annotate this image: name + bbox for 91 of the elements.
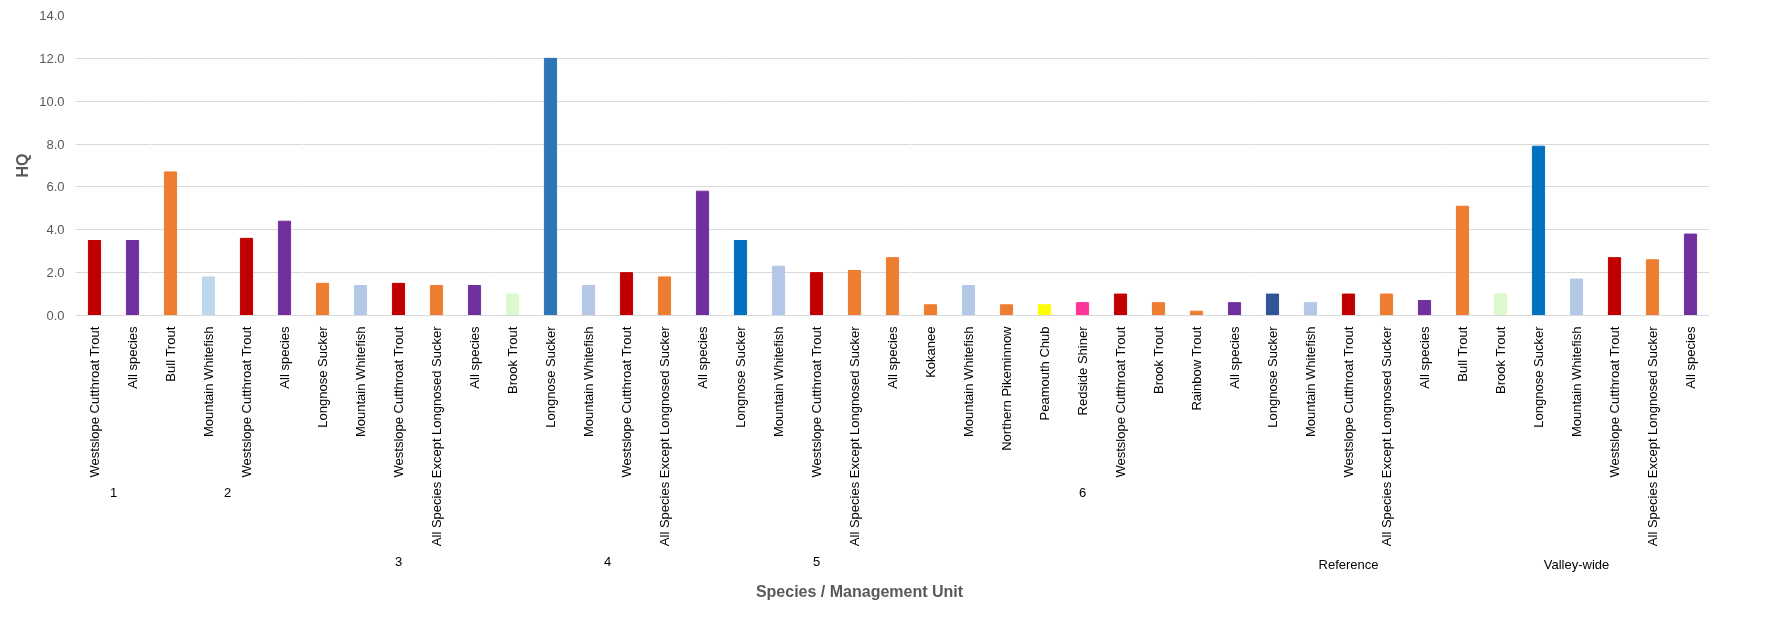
bar bbox=[847, 270, 862, 316]
bar bbox=[619, 272, 634, 316]
bar bbox=[657, 276, 672, 316]
bar bbox=[201, 276, 216, 316]
x-tick-label: Mountain Whitefish bbox=[581, 326, 596, 438]
x-tick-label: All Species Except Longnosed Sucker bbox=[1645, 325, 1660, 547]
bar bbox=[809, 272, 824, 316]
x-tick-label: Brook Trout bbox=[505, 326, 520, 394]
bar bbox=[1607, 257, 1622, 316]
text: 2 bbox=[223, 484, 232, 500]
bar bbox=[1455, 205, 1470, 316]
x-tick-label: Longnose Sucker bbox=[733, 325, 748, 428]
bar bbox=[1227, 302, 1242, 316]
text: 3 bbox=[394, 553, 403, 569]
text: Valley-wide bbox=[1543, 556, 1610, 572]
x-tick-label: Mountain Whitefish bbox=[771, 326, 786, 438]
x-tick-label: Mountain Whitefish bbox=[353, 326, 368, 438]
text: Species / Management Unit bbox=[755, 582, 964, 602]
x-tick-label: All species bbox=[1227, 326, 1242, 389]
bar bbox=[1569, 278, 1584, 316]
x-tick-label: All Species Except Longnosed Sucker bbox=[847, 325, 862, 547]
x-tick-label: All species bbox=[277, 326, 292, 389]
x-tick-label: Northern Pikeminnow bbox=[999, 325, 1014, 451]
x-tick-label: All Species Except Longnosed Sucker bbox=[429, 325, 444, 547]
bar bbox=[543, 57, 558, 316]
bar bbox=[581, 285, 596, 316]
x-tick-label: Westslope Cutthroat Trout bbox=[87, 326, 102, 478]
y-tick-label: 8.0 bbox=[46, 136, 65, 152]
bar bbox=[1075, 302, 1090, 316]
x-tick-label: Mountain Whitefish bbox=[961, 326, 976, 438]
y-tick-label: 0.0 bbox=[46, 308, 65, 323]
y-tick-label: 12.0 bbox=[39, 50, 65, 66]
x-tick-label: Longnose Sucker bbox=[1265, 325, 1280, 428]
bar bbox=[1645, 259, 1660, 316]
x-tick-label: All species bbox=[885, 326, 900, 389]
bar bbox=[239, 237, 254, 316]
x-tick-label: Kokanee bbox=[923, 326, 938, 378]
x-tick-label: All species bbox=[467, 326, 482, 389]
x-tick-label: Westslope Cutthroat Trout bbox=[1341, 326, 1356, 478]
x-tick-label: Westslope Cutthroat Trout bbox=[1607, 326, 1622, 478]
x-tick-label: Longnose Sucker bbox=[543, 325, 558, 428]
x-tick-label: Westslope Cutthroat Trout bbox=[391, 326, 406, 478]
bar bbox=[999, 304, 1014, 316]
x-tick-label: All species bbox=[1417, 326, 1432, 389]
y-tick-label: 10.0 bbox=[39, 93, 65, 109]
bar bbox=[923, 304, 938, 316]
x-tick-label: Westslope Cutthroat Trout bbox=[239, 326, 254, 478]
x-tick-label: Mountain Whitefish bbox=[201, 326, 216, 438]
bar bbox=[1037, 304, 1052, 316]
x-tick-label: Westslope Cutthroat Trout bbox=[619, 326, 634, 478]
y-tick-label: 2.0 bbox=[46, 265, 65, 281]
bar bbox=[733, 240, 748, 316]
bar bbox=[771, 265, 786, 316]
y-tick-label: 4.0 bbox=[46, 222, 65, 238]
y-tick-label: 6.0 bbox=[46, 179, 65, 195]
x-tick-label: All species bbox=[125, 326, 140, 389]
x-tick-label: Rainbow Trout bbox=[1189, 326, 1204, 411]
bar bbox=[1493, 293, 1508, 316]
bar bbox=[163, 171, 178, 316]
bar bbox=[1531, 145, 1546, 316]
bar bbox=[885, 257, 900, 316]
x-tick-label: Redside Shiner bbox=[1075, 325, 1090, 416]
bar bbox=[505, 293, 520, 316]
x-tick-label: All species bbox=[1683, 326, 1698, 389]
text: 5 bbox=[812, 553, 821, 569]
y-axis-title: HQ bbox=[14, 153, 32, 178]
bar bbox=[1113, 293, 1128, 316]
y-tick-label: 14.0 bbox=[39, 8, 65, 23]
bar bbox=[695, 190, 710, 316]
x-tick-label: Westslope Cutthroat Trout bbox=[1113, 326, 1128, 478]
x-tick-label: All Species Except Longnosed Sucker bbox=[657, 325, 672, 547]
x-tick-label: Longnose Sucker bbox=[315, 325, 330, 428]
text: 6 bbox=[1078, 484, 1087, 500]
x-tick-label: All Species Except Longnosed Sucker bbox=[1379, 325, 1394, 547]
x-tick-label: All species bbox=[695, 326, 710, 389]
x-tick-label: Mountain Whitefish bbox=[1569, 326, 1584, 438]
text: 1 bbox=[109, 484, 118, 500]
x-tick-label: Bull Trout bbox=[1455, 326, 1470, 382]
x-tick-label: Brook Trout bbox=[1151, 326, 1166, 394]
bar bbox=[277, 220, 292, 316]
bar bbox=[1683, 233, 1698, 316]
x-tick-label: Longnose Sucker bbox=[1531, 325, 1546, 428]
x-tick-label: Brook Trout bbox=[1493, 326, 1508, 394]
bar bbox=[961, 285, 976, 316]
x-tick-label: Mountain Whitefish bbox=[1303, 326, 1318, 438]
x-tick-label: Bull Trout bbox=[163, 326, 178, 382]
x-tick-label: Westslope Cutthroat Trout bbox=[809, 326, 824, 478]
bar bbox=[1151, 302, 1166, 316]
text: Reference bbox=[1318, 556, 1379, 572]
x-tick-label: Peamouth Chub bbox=[1037, 326, 1052, 421]
text: 4 bbox=[603, 553, 612, 569]
